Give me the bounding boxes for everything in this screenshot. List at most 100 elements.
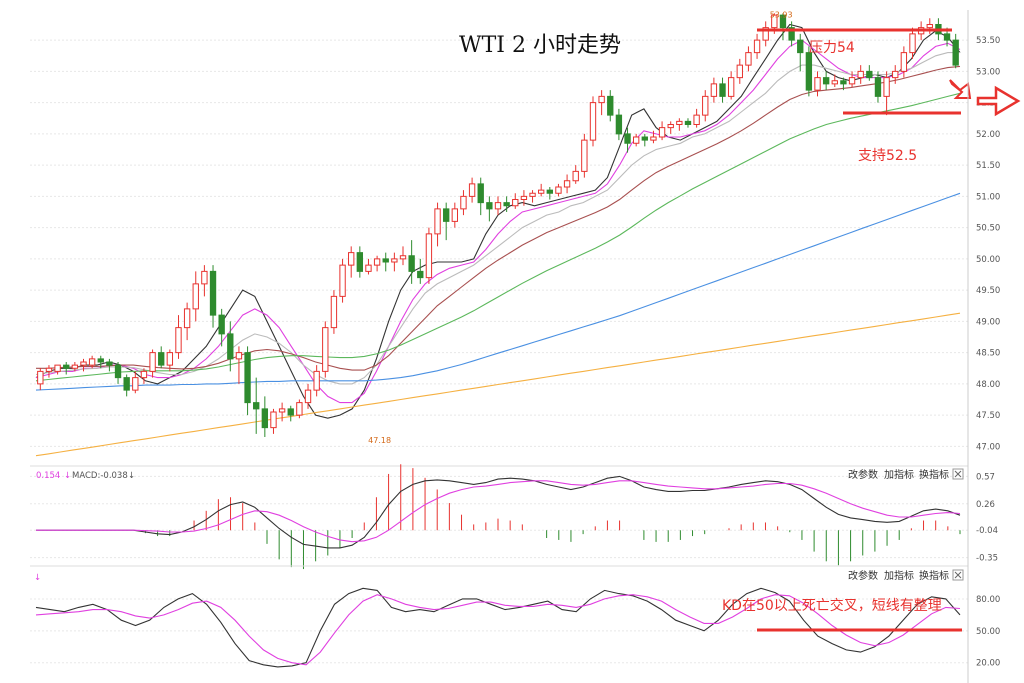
candle-body [253,402,260,410]
macd-close-icon[interactable] [952,468,964,480]
macd-add-indicator-button[interactable]: 加指标 [884,468,914,481]
candle-body [555,186,562,194]
candle-body [356,252,364,272]
candle-body [658,127,666,138]
price-point-label: 53.93 [770,10,793,19]
kdj-header-arrow: ↓ [34,573,41,583]
candle-body [520,195,528,200]
candle-body [261,408,269,429]
candle-body [615,114,623,135]
candle-body [822,77,830,85]
moving-average-line [36,65,961,371]
arrow-down-right-icon [949,79,972,99]
y-tick-label: 50.00 [976,627,1000,637]
candle-body [54,364,61,372]
candle-body [235,352,243,360]
chart-title: WTI 2 小时走势 [459,33,621,58]
candle-body [529,192,536,197]
y-tick-label: 53.00 [976,67,1000,77]
macd-switch-indicator-button[interactable]: 换指标 [919,468,949,481]
y-tick-label: 50.00 [976,255,1000,265]
candle-body [140,370,148,379]
macd-change-params-button[interactable]: 改参数 [848,468,878,481]
candle-body [831,80,838,85]
candle-body [943,33,951,41]
kdj-close-icon[interactable] [952,569,964,581]
candle-body [494,202,502,210]
support-label: 支持52.5 [858,148,917,164]
moving-average-line [35,23,961,419]
kdj-change-params-button[interactable]: 改参数 [848,569,878,582]
candle-body [270,411,277,429]
y-tick-label: -0.35 [976,554,998,564]
candle-body [166,352,174,366]
candle-body [866,70,873,79]
candle-body [183,308,191,329]
candle-body [538,189,545,194]
macd-y-axis: 0.57 0.26 -0.04 -0.35 [976,472,998,563]
candle-body [736,64,743,79]
price-labels: 47.18 53.93 [368,10,792,445]
kdj-switch-indicator-button[interactable]: 换指标 [919,569,949,582]
candle-body [218,314,225,335]
kdj-y-axis: 80.00 50.00 20.00 [976,595,1000,669]
candle-body [779,14,787,29]
moving-average-line [35,312,961,457]
macd-header-arrow: ↓ [64,471,71,481]
candle-body [71,364,79,369]
kdj-panel: 80.00 50.00 20.00 ↓ 改参数 加指标 换指标 KD在50以上死亡交… [30,565,1000,669]
y-tick-label: 53.50 [976,36,1000,46]
candle-body [641,136,648,141]
candle-body [710,83,718,97]
candle-body [451,208,458,222]
candle-body [106,361,113,366]
resistance-label: 压力54 [809,40,855,56]
candle-body [624,133,631,144]
candle-body [900,52,908,72]
candle-body [857,70,864,79]
candle-body [797,39,804,54]
candle-body [382,258,389,263]
macd-gridlines [30,475,968,559]
candle-body [572,170,579,182]
macd-header-label: MACD:-0.038 [72,471,128,481]
candle-body [546,189,553,194]
candle-body [909,33,916,54]
kdj-k-line [35,587,961,668]
candle-body [753,39,761,54]
kdj-add-indicator-button[interactable]: 加指标 [884,569,914,582]
candle-body [840,80,847,85]
candle-body [727,77,735,97]
candle-body [477,183,484,204]
y-tick-label: 0.57 [976,472,995,482]
candle-body [425,233,433,279]
candle-body [771,14,778,29]
price-point-label: 47.18 [368,436,391,445]
candle-body [460,195,467,210]
kdj-lines [35,587,961,668]
y-tick-label: -0.04 [976,526,998,536]
moving-average-line [35,92,961,382]
macd-dif-line [36,475,961,549]
candle-body [175,327,182,354]
y-tick-label: 49.50 [976,286,1000,296]
candlestick-panel: 53.5053.0052.5052.0051.5051.0050.5050.00… [30,10,1021,457]
candle-body [399,255,407,260]
candle-body [244,352,251,404]
candle-body [209,270,217,316]
candle-body [348,252,355,266]
candle-body [874,77,882,97]
moving-average-line [35,192,961,391]
y-tick-label: 0.26 [976,500,995,510]
candle-body [296,402,303,416]
candle-body [443,208,450,222]
candle-body [676,120,683,125]
candle-body [339,264,346,297]
candle-body [304,389,312,404]
candle-body [512,199,519,207]
candle-body [762,27,769,41]
candle-body [589,102,597,141]
y-tick-label: 48.50 [976,349,1000,359]
candle-body [883,77,890,97]
